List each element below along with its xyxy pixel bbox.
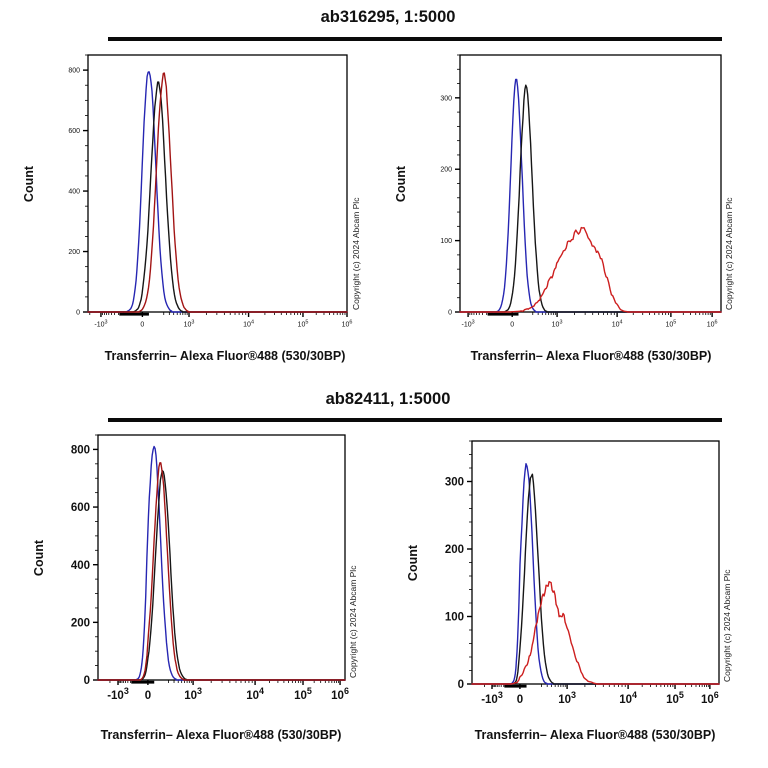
x-tick-label: 104 (612, 320, 623, 329)
copyright-note-top-left: Copyright (c) 2024 Abcam Plc (351, 197, 361, 310)
y-tick-label: 600 (71, 502, 90, 514)
histogram-curves (459, 78, 722, 313)
histogram-curve-black (97, 470, 346, 681)
histogram-curves (471, 463, 720, 685)
plot-frame (471, 440, 720, 685)
x-tick-label: 106 (707, 320, 718, 329)
axis-zero-tick-cluster (487, 312, 519, 316)
x-tick-label: 0 (510, 322, 514, 329)
copyright-note-bottom-left: Copyright (c) 2024 Abcam Plc (348, 565, 358, 678)
histogram-curve-red (471, 581, 720, 685)
y-tick-label: 100 (440, 238, 452, 245)
y-axis-title-bottom-left: Count (32, 539, 46, 577)
x-tick-label: 105 (666, 690, 684, 706)
histogram-curve-red (459, 226, 722, 313)
histogram-curve-blue (97, 445, 346, 681)
x-tick-label: 106 (331, 686, 349, 702)
histogram-curve-dark-red (87, 72, 348, 313)
y-tick-label: 100 (445, 612, 464, 624)
x-tick-label: 103 (558, 690, 576, 706)
x-tick-label: 104 (619, 690, 637, 706)
y-axis-title-top-left: Count (22, 165, 36, 203)
x-tick-label: -103 (107, 686, 129, 702)
histogram-curve-black (459, 84, 722, 313)
histogram-curve-blue (459, 78, 722, 313)
title-underline-ab316295 (108, 37, 722, 41)
histogram-curves (97, 445, 346, 681)
y-tick-label: 200 (71, 617, 90, 629)
histogram-curve-dark-red (97, 462, 346, 681)
y-tick-label: 400 (68, 189, 80, 196)
x-tick-label: -103 (94, 320, 107, 329)
y-tick-label: 400 (71, 560, 90, 572)
x-tick-label: 0 (140, 322, 144, 329)
x-tick-label: 0 (517, 694, 523, 706)
x-tick-label: -103 (481, 690, 503, 706)
y-tick-label: 300 (440, 95, 452, 102)
x-tick-label: 0 (145, 690, 151, 702)
copyright-note-top-right: Copyright (c) 2024 Abcam Plc (724, 197, 734, 310)
plot-ab316295-right: -103 0 103 104 105 106 0 100 200 300 (440, 54, 722, 329)
x-tick-label: 105 (298, 320, 309, 329)
panel-title-ab316295: ab316295, 1:5000 (320, 8, 456, 26)
histogram-curve-blue (471, 463, 720, 685)
y-tick-label: 200 (440, 167, 452, 174)
plot-ab82411-right: -103 0 103 104 105 106 0 100 200 300 (445, 440, 720, 706)
x-axis-title-bottom-right: Transferrin– Alexa Fluor®488 (530/30BP) (474, 728, 716, 742)
copyright-note-bottom-right: Copyright (c) 2024 Abcam Plc (722, 569, 732, 682)
plot-frame (459, 54, 722, 313)
y-tick-label: 0 (458, 679, 464, 691)
y-tick-label: 0 (84, 675, 90, 687)
x-tick-label: 103 (184, 320, 195, 329)
y-tick-label: 0 (76, 310, 80, 317)
x-axis-title-top-left: Transferrin– Alexa Fluor®488 (530/30BP) (104, 349, 346, 363)
y-axis-title-bottom-right: Count (406, 544, 420, 582)
x-tick-label: 106 (342, 320, 353, 329)
x-axis-title-bottom-left: Transferrin– Alexa Fluor®488 (530/30BP) (100, 728, 342, 742)
x-axis-title-top-right: Transferrin– Alexa Fluor®488 (530/30BP) (470, 349, 712, 363)
histogram-curve-black (471, 473, 720, 685)
histogram-curves (87, 71, 348, 313)
y-axis-title-top-right: Count (394, 165, 408, 203)
x-tick-label: -103 (462, 320, 475, 329)
x-tick-label: 105 (294, 686, 312, 702)
y-tick-label: 0 (448, 310, 452, 317)
x-tick-label: 104 (243, 320, 254, 329)
plot-ab316295-left: -103 0 103 104 105 106 0 200 400 600 800 (68, 54, 353, 329)
x-tick-label: 105 (665, 320, 676, 329)
x-tick-label: 104 (246, 686, 264, 702)
histogram-curve-black (87, 81, 348, 313)
axis-zero-tick-cluster (119, 312, 149, 316)
y-tick-label: 800 (71, 445, 90, 457)
plot-frame (97, 434, 346, 681)
axis-zero-tick-cluster (131, 680, 155, 684)
panel-title-ab82411: ab82411, 1:5000 (325, 390, 451, 408)
plot-frame (87, 54, 348, 313)
x-tick-label: 103 (184, 686, 202, 702)
y-tick-label: 600 (68, 128, 80, 135)
axis-zero-tick-cluster (504, 684, 527, 688)
y-tick-label: 800 (68, 68, 80, 75)
y-tick-label: 200 (445, 544, 464, 556)
x-tick-label: 106 (701, 690, 719, 706)
x-tick-label: 103 (552, 320, 563, 329)
plot-ab82411-left: -103 0 103 104 105 106 0 200 400 600 800 (71, 434, 349, 702)
title-underline-ab82411 (108, 418, 722, 422)
histogram-curve-blue (87, 71, 348, 313)
y-tick-label: 300 (445, 477, 464, 489)
y-tick-label: 200 (68, 249, 80, 256)
